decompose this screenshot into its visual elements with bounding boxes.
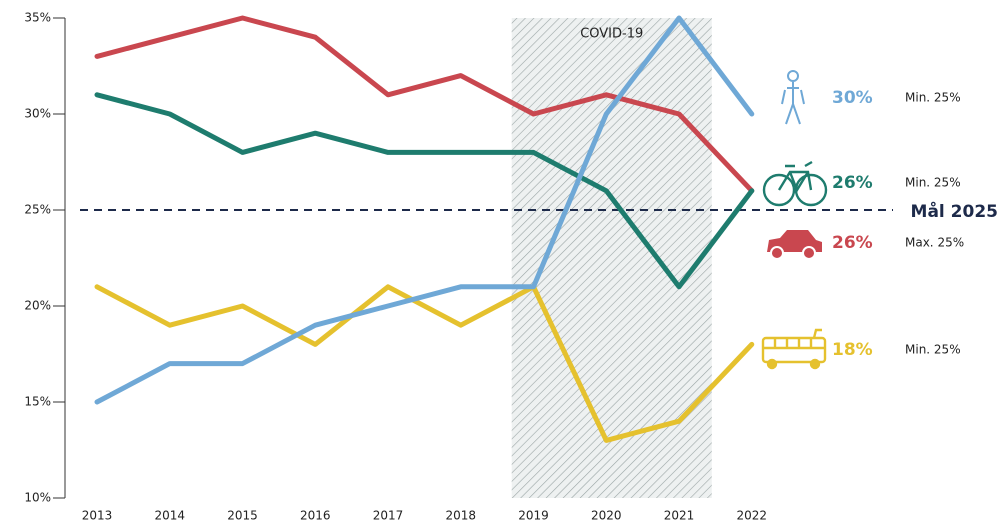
end-label: 26% — [832, 173, 873, 193]
y-tick-label: 20% — [24, 299, 51, 313]
series-line — [94, 284, 755, 443]
y-tick-label: 25% — [24, 203, 51, 217]
x-tick-label: 2016 — [300, 509, 331, 523]
x-tick-label: 2013 — [82, 509, 113, 523]
covid-shade — [511, 18, 712, 498]
x-tick-label: 2017 — [373, 509, 404, 523]
x-tick-label: 2014 — [154, 509, 185, 523]
x-tick-label: 2015 — [227, 509, 258, 523]
x-tick-label: 2018 — [446, 509, 477, 523]
covid-label: COVID-19 — [580, 27, 643, 42]
series-note: Min. 25% — [905, 343, 961, 357]
end-label: 26% — [832, 233, 873, 253]
end-label: 18% — [832, 340, 873, 360]
y-tick-label: 35% — [24, 11, 51, 25]
target-label: Mål 2025 — [911, 200, 998, 222]
x-tick-label: 2020 — [591, 509, 622, 523]
series-line — [94, 15, 755, 405]
series-note: Min. 25% — [905, 91, 961, 105]
bus-icon — [761, 328, 827, 370]
bike-icon — [762, 160, 828, 207]
car-icon — [767, 230, 822, 260]
walk-icon — [781, 70, 805, 125]
x-tick-label: 2019 — [518, 509, 549, 523]
x-tick-label: 2022 — [737, 509, 768, 523]
y-tick-label: 10% — [24, 491, 51, 505]
x-tick-label: 2021 — [664, 509, 695, 523]
series-line — [94, 92, 755, 290]
series-line — [94, 15, 755, 194]
y-tick-label: 30% — [24, 107, 51, 121]
series-note: Max. 25% — [905, 236, 964, 250]
series-note: Min. 25% — [905, 176, 961, 190]
end-label: 30% — [832, 88, 873, 108]
y-tick-label: 15% — [24, 395, 51, 409]
